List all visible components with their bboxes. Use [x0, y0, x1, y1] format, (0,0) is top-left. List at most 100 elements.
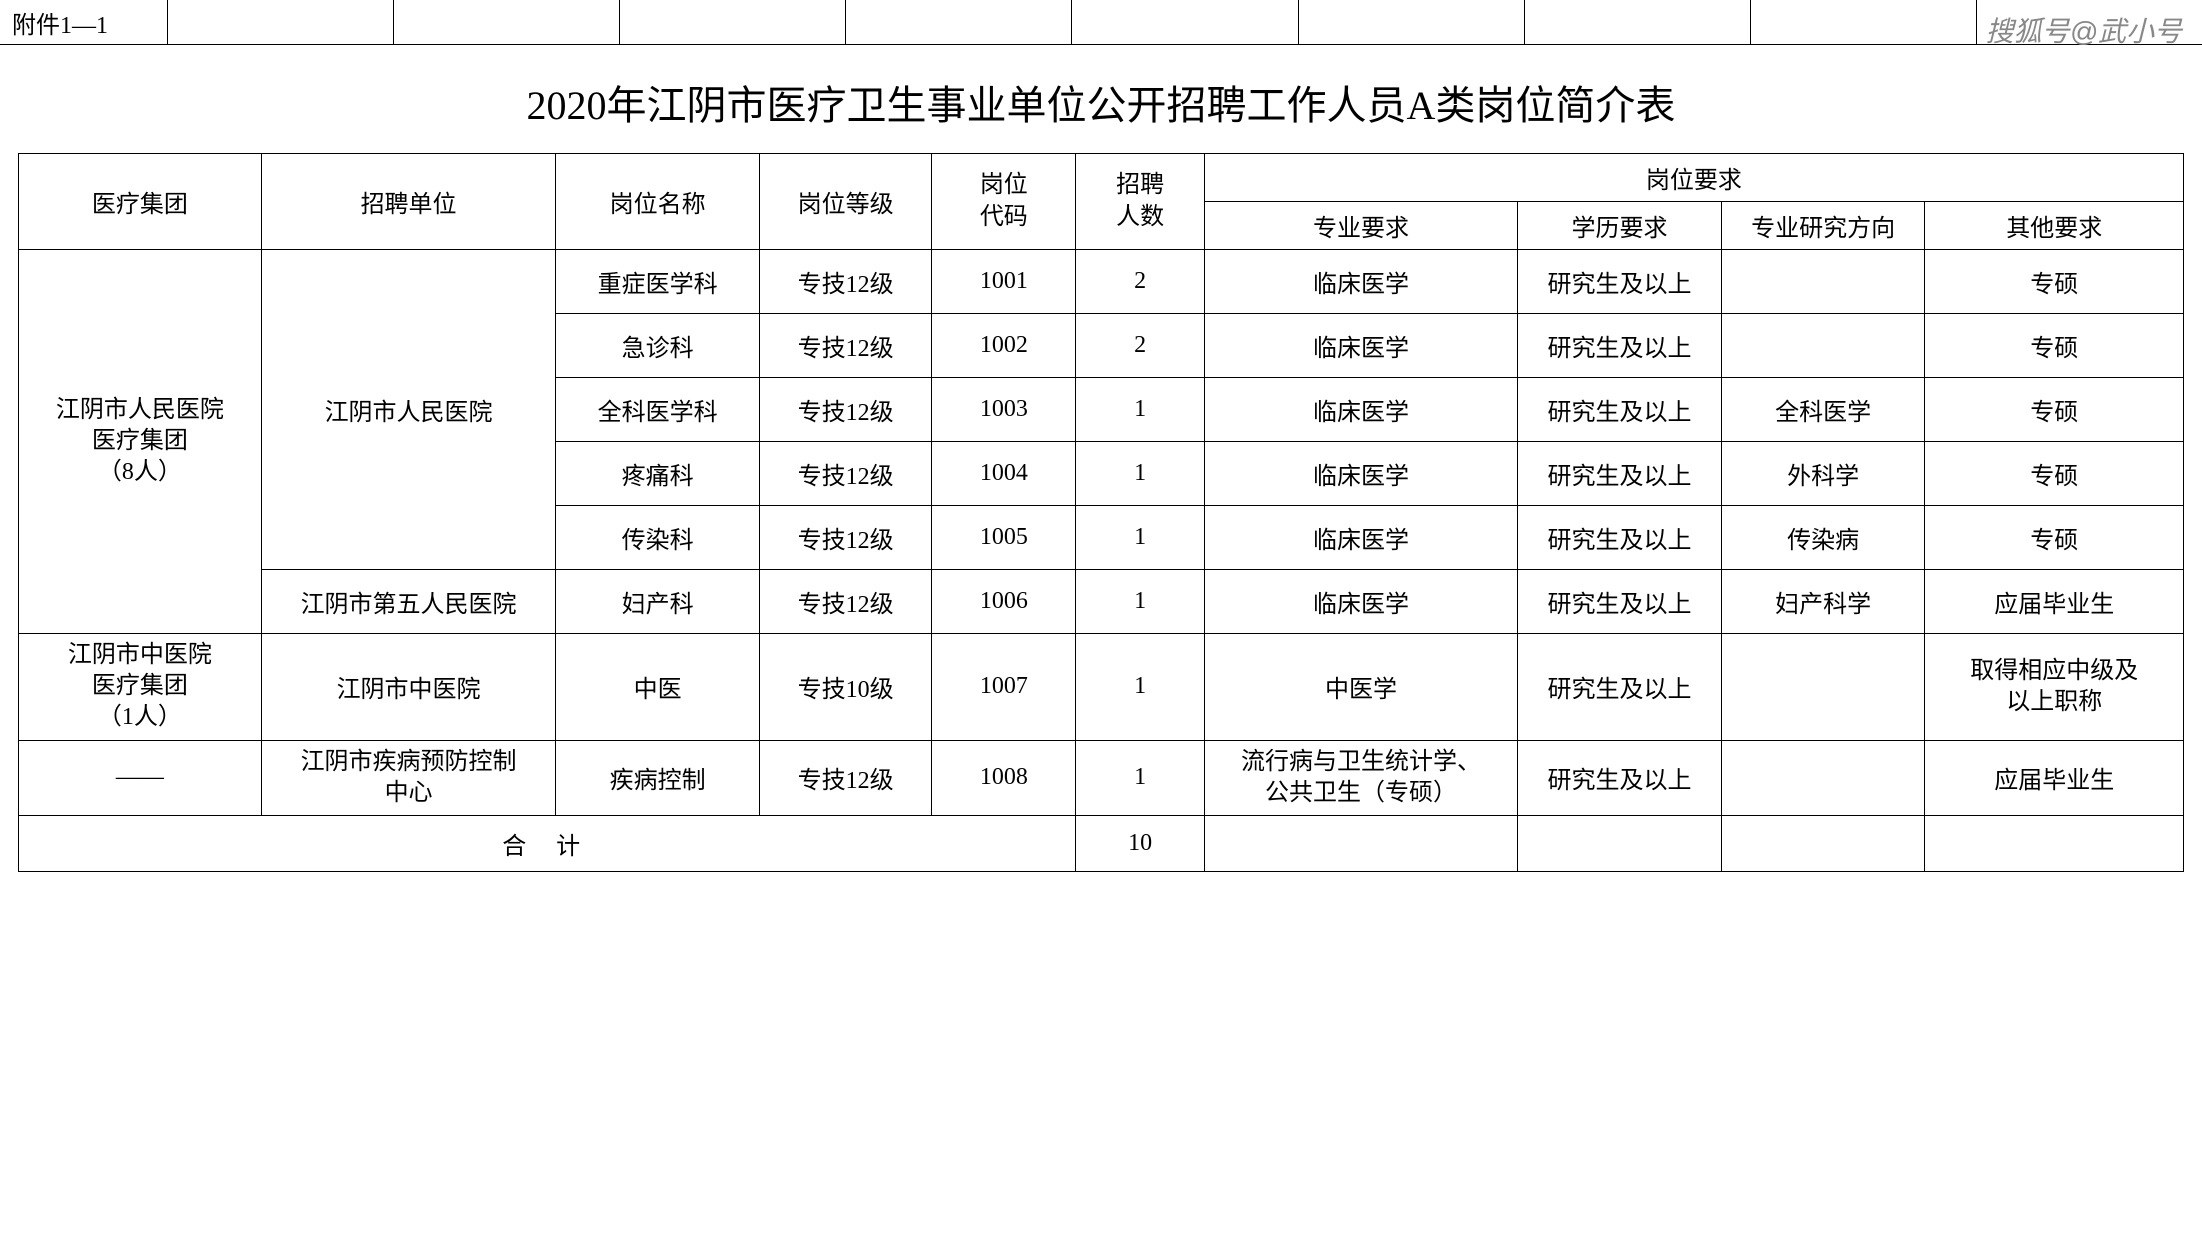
- cell-posname: 中医: [556, 634, 760, 741]
- empty-cell: [1751, 0, 1977, 44]
- empty-cell: [1925, 815, 2184, 871]
- cell-posgrade: 专技12级: [759, 378, 931, 442]
- cell-posname: 传染科: [556, 506, 760, 570]
- th-group: 医疗集团: [19, 154, 262, 250]
- cell-group: 江阴市人民医院医疗集团（8人）: [19, 250, 262, 634]
- cell-other: 应届毕业生: [1925, 570, 2184, 634]
- cell-poscode: 1004: [932, 442, 1076, 506]
- cell-count: 1: [1076, 442, 1204, 506]
- cell-edu: 研究生及以上: [1518, 378, 1722, 442]
- cell-group: ——: [19, 740, 262, 815]
- cell-posgrade: 专技12级: [759, 250, 931, 314]
- cell-unit: 江阴市第五人民医院: [261, 570, 556, 634]
- cell-other: 专硕: [1925, 314, 2184, 378]
- cell-poscode: 1001: [932, 250, 1076, 314]
- cell-research: [1721, 740, 1925, 815]
- cell-major: 临床医学: [1204, 570, 1517, 634]
- empty-cell: [620, 0, 846, 44]
- cell-posgrade: 专技12级: [759, 570, 931, 634]
- total-label: 合 计: [19, 815, 1076, 871]
- th-research: 专业研究方向: [1721, 202, 1925, 250]
- cell-major: 临床医学: [1204, 314, 1517, 378]
- empty-cell: [1525, 0, 1751, 44]
- total-count: 10: [1076, 815, 1204, 871]
- empty-cell: [168, 0, 394, 44]
- th-education: 学历要求: [1518, 202, 1722, 250]
- cell-unit: 江阴市疾病预防控制中心: [261, 740, 556, 815]
- cell-research: 外科学: [1721, 442, 1925, 506]
- th-other: 其他要求: [1925, 202, 2184, 250]
- page: 搜狐号@武小号 附件1—1 2020年江阴市医疗卫生事业单位公开招聘工作人员A类…: [0, 0, 2202, 872]
- cell-edu: 研究生及以上: [1518, 506, 1722, 570]
- empty-cell: [1518, 815, 1722, 871]
- cell-poscode: 1008: [932, 740, 1076, 815]
- cell-other: 应届毕业生: [1925, 740, 2184, 815]
- cell-major: 临床医学: [1204, 250, 1517, 314]
- cell-posname: 妇产科: [556, 570, 760, 634]
- cell-edu: 研究生及以上: [1518, 250, 1722, 314]
- cell-research: [1721, 634, 1925, 741]
- empty-cell: [394, 0, 620, 44]
- cell-poscode: 1006: [932, 570, 1076, 634]
- cell-posname: 疼痛科: [556, 442, 760, 506]
- watermark: 搜狐号@武小号: [1986, 10, 2182, 50]
- empty-cell: [1072, 0, 1298, 44]
- th-position-name: 岗位名称: [556, 154, 760, 250]
- top-header-row: 附件1—1: [0, 0, 2202, 45]
- th-recruit-count: 招聘人数: [1076, 154, 1204, 250]
- table-row: 江阴市人民医院医疗集团（8人） 江阴市人民医院 重症医学科 专技12级 1001…: [19, 250, 2184, 314]
- cell-count: 1: [1076, 740, 1204, 815]
- cell-poscode: 1005: [932, 506, 1076, 570]
- cell-posname: 重症医学科: [556, 250, 760, 314]
- cell-research: 传染病: [1721, 506, 1925, 570]
- cell-edu: 研究生及以上: [1518, 314, 1722, 378]
- th-major: 专业要求: [1204, 202, 1517, 250]
- cell-major: 临床医学: [1204, 506, 1517, 570]
- th-requirements: 岗位要求: [1204, 154, 2183, 202]
- cell-unit: 江阴市人民医院: [261, 250, 556, 570]
- cell-edu: 研究生及以上: [1518, 442, 1722, 506]
- cell-poscode: 1007: [932, 634, 1076, 741]
- cell-research: 妇产科学: [1721, 570, 1925, 634]
- cell-research: [1721, 250, 1925, 314]
- total-row: 合 计 10: [19, 815, 2184, 871]
- cell-edu: 研究生及以上: [1518, 570, 1722, 634]
- cell-research: [1721, 314, 1925, 378]
- cell-other: 专硕: [1925, 378, 2184, 442]
- cell-poscode: 1002: [932, 314, 1076, 378]
- cell-major: 流行病与卫生统计学、公共卫生（专硕）: [1204, 740, 1517, 815]
- cell-edu: 研究生及以上: [1518, 634, 1722, 741]
- th-position-code: 岗位代码: [932, 154, 1076, 250]
- cell-other: 专硕: [1925, 506, 2184, 570]
- cell-other: 取得相应中级及以上职称: [1925, 634, 2184, 741]
- cell-major: 中医学: [1204, 634, 1517, 741]
- empty-cell: [1204, 815, 1517, 871]
- cell-unit: 江阴市中医院: [261, 634, 556, 741]
- recruitment-table: 医疗集团 招聘单位 岗位名称 岗位等级 岗位代码 招聘人数 岗位要求 专业要求 …: [18, 153, 2184, 872]
- cell-posname: 疾病控制: [556, 740, 760, 815]
- attachment-label: 附件1—1: [0, 0, 168, 44]
- cell-posname: 全科医学科: [556, 378, 760, 442]
- empty-cell: [846, 0, 1072, 44]
- cell-posgrade: 专技12级: [759, 442, 931, 506]
- th-unit: 招聘单位: [261, 154, 556, 250]
- cell-posname: 急诊科: [556, 314, 760, 378]
- cell-posgrade: 专技12级: [759, 740, 931, 815]
- cell-count: 1: [1076, 634, 1204, 741]
- table-row: 江阴市中医院医疗集团（1人） 江阴市中医院 中医 专技10级 1007 1 中医…: [19, 634, 2184, 741]
- cell-major: 临床医学: [1204, 442, 1517, 506]
- empty-cell: [1299, 0, 1525, 44]
- table-row: 江阴市第五人民医院 妇产科 专技12级 1006 1 临床医学 研究生及以上 妇…: [19, 570, 2184, 634]
- th-position-grade: 岗位等级: [759, 154, 931, 250]
- cell-count: 2: [1076, 314, 1204, 378]
- cell-other: 专硕: [1925, 442, 2184, 506]
- page-title: 2020年江阴市医疗卫生事业单位公开招聘工作人员A类岗位简介表: [0, 45, 2202, 153]
- cell-group: 江阴市中医院医疗集团（1人）: [19, 634, 262, 741]
- cell-count: 1: [1076, 506, 1204, 570]
- cell-posgrade: 专技12级: [759, 314, 931, 378]
- cell-other: 专硕: [1925, 250, 2184, 314]
- cell-count: 2: [1076, 250, 1204, 314]
- cell-major: 临床医学: [1204, 378, 1517, 442]
- cell-posgrade: 专技12级: [759, 506, 931, 570]
- cell-research: 全科医学: [1721, 378, 1925, 442]
